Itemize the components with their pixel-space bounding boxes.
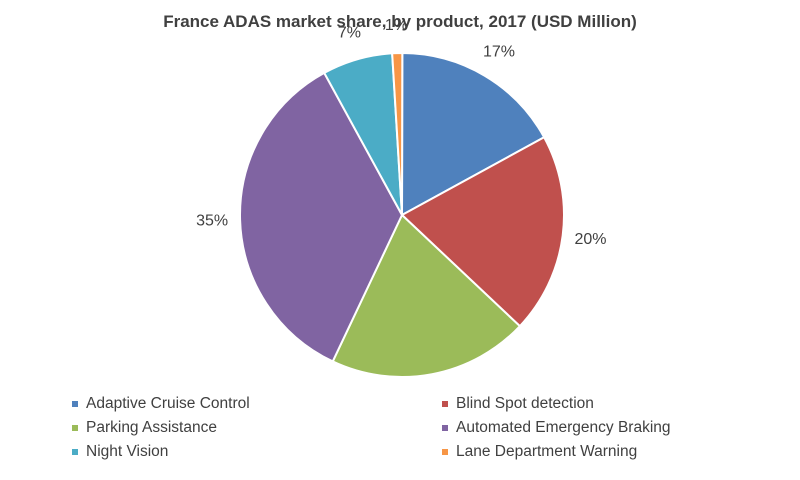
legend: Adaptive Cruise Control Blind Spot detect… bbox=[72, 393, 772, 463]
legend-label: Lane Department Warning bbox=[456, 443, 638, 460]
legend-swatch bbox=[442, 401, 448, 407]
data-label-blind-spot-detection: 20% bbox=[574, 231, 606, 248]
data-label-adaptive-cruise-control: 17% bbox=[483, 44, 515, 61]
pie-chart: 17%20%20%35%7%1% bbox=[196, 17, 607, 378]
legend-item-parking-assistance: Parking Assistance bbox=[72, 417, 442, 439]
legend-label: Parking Assistance bbox=[86, 419, 217, 436]
legend-item-night-vision: Night Vision bbox=[72, 441, 442, 463]
legend-swatch bbox=[72, 449, 78, 455]
pie-slice-blind-spot-detection bbox=[400, 135, 565, 328]
legend-swatch bbox=[72, 425, 78, 431]
data-label-night-vision: 7% bbox=[338, 24, 361, 41]
legend-label: Night Vision bbox=[86, 443, 169, 460]
chart-title: France ADAS market share, by product, 20… bbox=[163, 12, 637, 31]
legend-item-adaptive-cruise-control: Adaptive Cruise Control bbox=[72, 393, 442, 415]
pie-slice-automated-emergency-braking bbox=[239, 71, 404, 363]
legend-swatch bbox=[442, 425, 448, 431]
legend-item-lane-department-warning: Lane Department Warning bbox=[442, 441, 772, 463]
legend-item-blind-spot-detection: Blind Spot detection bbox=[442, 393, 772, 415]
pie-slice-parking-assistance bbox=[331, 213, 522, 378]
legend-item-automated-emergency-braking: Automated Emergency Braking bbox=[442, 417, 772, 439]
legend-label: Adaptive Cruise Control bbox=[86, 395, 250, 412]
legend-swatch bbox=[72, 401, 78, 407]
data-label-automated-emergency-braking: 35% bbox=[196, 213, 228, 230]
legend-label: Blind Spot detection bbox=[456, 395, 594, 412]
pie-slice-lane-department-warning bbox=[391, 51, 404, 216]
legend-label: Automated Emergency Braking bbox=[456, 419, 671, 436]
data-label-lane-department-warning: 1% bbox=[385, 17, 408, 34]
legend-swatch bbox=[442, 449, 448, 455]
pie-slice-adaptive-cruise-control bbox=[400, 51, 546, 217]
